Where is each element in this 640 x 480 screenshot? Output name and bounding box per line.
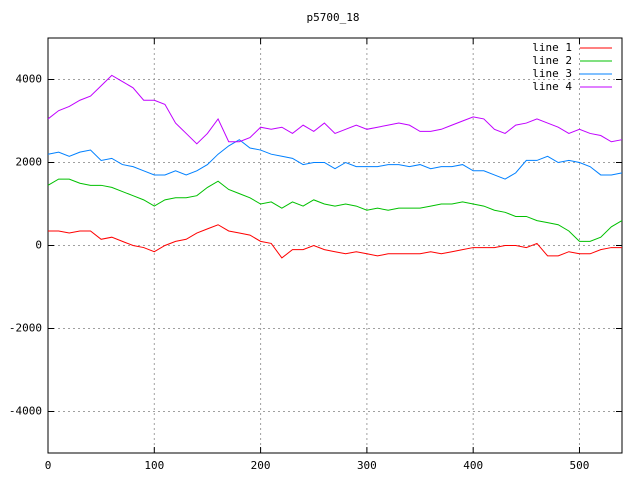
chart-title: p5700_18: [307, 11, 360, 24]
series-line: [47, 74, 623, 145]
legend-label: line 1: [532, 41, 572, 54]
x-tick-label: 500: [570, 459, 590, 472]
y-tick-label: -2000: [9, 322, 42, 335]
legend-label: line 3: [532, 67, 572, 80]
series-line: [47, 178, 623, 242]
x-tick-label: 200: [251, 459, 271, 472]
x-tick-label: 400: [463, 459, 483, 472]
x-tick-label: 100: [144, 459, 164, 472]
series-line: [47, 139, 623, 180]
y-tick-label: 0: [35, 239, 42, 252]
y-tick-label: 2000: [16, 156, 43, 169]
plot-frame: [47, 37, 623, 454]
x-tick-label: 0: [45, 459, 52, 472]
series-line: [48, 224, 622, 259]
x-tick-label: 300: [357, 459, 377, 472]
y-tick-label: 4000: [16, 73, 43, 86]
legend-label: line 4: [532, 80, 572, 93]
legend-label: line 2: [532, 54, 572, 67]
y-tick-label: -4000: [9, 405, 42, 418]
